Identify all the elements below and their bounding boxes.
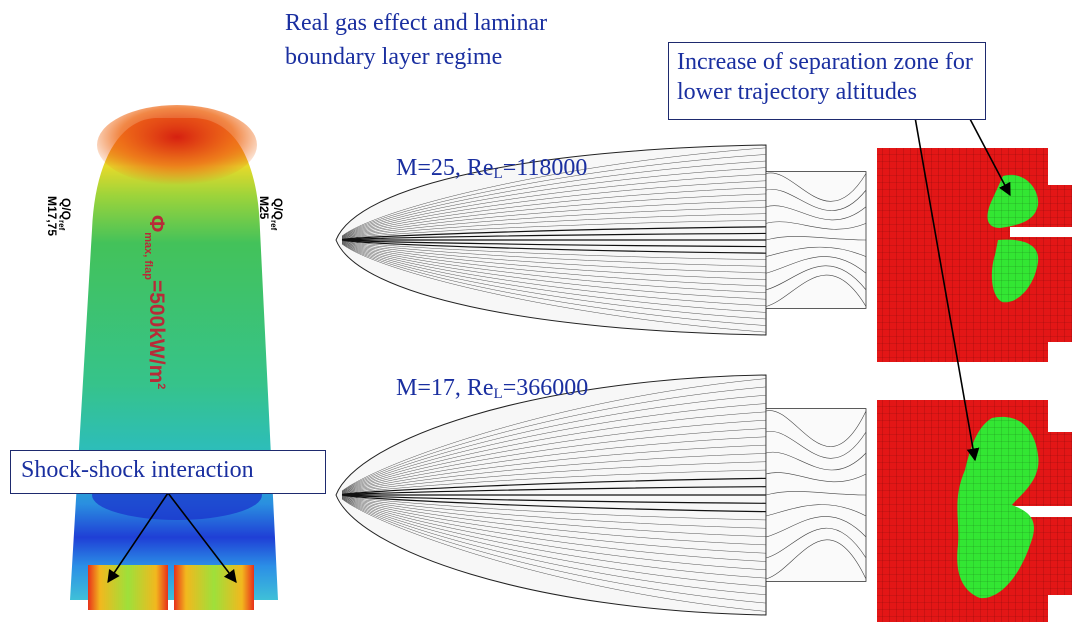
right-mach-label: M25	[257, 196, 271, 220]
separation-callout: Increase of separation zone for lower tr…	[668, 42, 986, 120]
heading-line-1: Real gas effect and laminar	[285, 6, 547, 40]
vehicle-side-label-left: M17,75 Q/Qref	[45, 196, 73, 236]
left-mach-label: M17,75	[45, 196, 59, 236]
streamline-plot-bottom	[336, 375, 866, 615]
vehicle-body	[70, 118, 278, 600]
shock-callout-text: Shock-shock interaction	[21, 457, 254, 483]
separation-callout-line-2: lower trajectory altitudes	[677, 77, 977, 107]
case-label-bottom: M=17, ReL=366000	[396, 374, 588, 402]
case-label-top: M=25, ReL=118000	[396, 154, 587, 182]
nose-hot-spot	[97, 105, 257, 185]
svg-text:Q/Qref: Q/Qref	[269, 198, 285, 231]
flap-right	[174, 565, 254, 610]
svg-text:Q/Qref: Q/Qref	[57, 198, 73, 231]
figure-heading: Real gas effect and laminar boundary lay…	[285, 6, 547, 74]
flap-panel-bottom	[877, 400, 1072, 622]
heat-flux-vehicle	[70, 105, 278, 610]
vehicle-side-label-right: M25 Q/Qref	[257, 196, 285, 231]
shock-callout: Shock-shock interaction	[10, 450, 326, 494]
heading-line-2: boundary layer regime	[285, 40, 547, 74]
separation-callout-line-1: Increase of separation zone for	[677, 47, 977, 77]
flap-panel-top	[877, 148, 1072, 362]
flap-left	[88, 565, 168, 610]
